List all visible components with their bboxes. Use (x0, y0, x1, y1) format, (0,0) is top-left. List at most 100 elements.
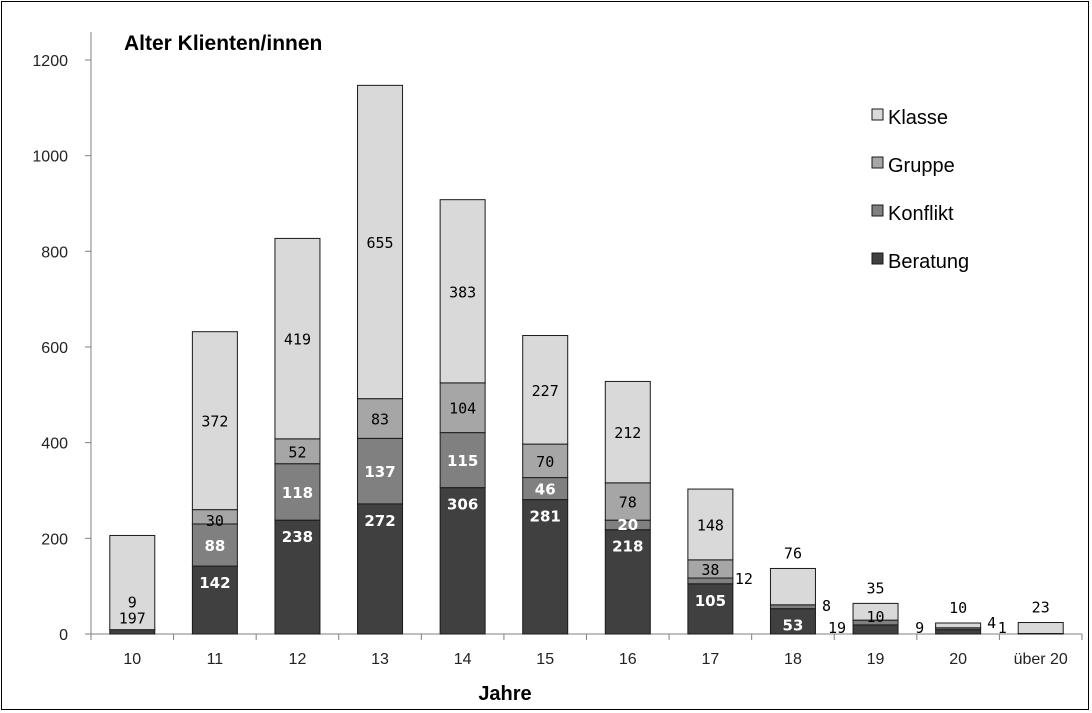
bar-beratung (935, 629, 982, 635)
bar-klasse (274, 237, 321, 440)
bar-gruppe (604, 482, 651, 521)
x-tick-label: 10 (123, 651, 141, 668)
data-label: 383 (449, 283, 476, 301)
bar-klasse (935, 622, 982, 629)
y-tick-label: 800 (41, 244, 68, 261)
data-label: 104 (449, 400, 476, 418)
x-tick-label: 19 (867, 651, 885, 668)
bar-beratung (522, 499, 569, 635)
x-tick-label: über 20 (1014, 651, 1068, 668)
bar-gruppe (439, 382, 486, 434)
bar-beratung (191, 565, 238, 635)
bar-beratung (357, 503, 404, 635)
data-label: 272 (364, 512, 395, 530)
bar-beratung (604, 529, 651, 635)
legend-swatch-klasse (871, 108, 884, 121)
data-label: 655 (366, 234, 393, 252)
legend-label-klasse: Klasse (888, 107, 948, 129)
bar-beratung (769, 608, 816, 635)
y-axis: 0 200 400 600 800 1000 1200 (32, 32, 92, 644)
y-tick-label: 400 (41, 436, 68, 453)
bar-klasse (357, 84, 404, 400)
x-tick-label: 20 (949, 651, 967, 668)
bar-klasse (191, 331, 238, 511)
bar-beratung (109, 629, 156, 635)
data-label: 238 (282, 528, 313, 546)
data-label: 306 (447, 496, 478, 514)
legend-label-gruppe: Gruppe (888, 155, 955, 177)
data-label: 8 (822, 597, 831, 615)
data-label: 12 (735, 570, 753, 588)
data-label: 212 (614, 424, 641, 442)
data-label: 76 (784, 544, 802, 562)
data-label: 372 (201, 413, 228, 431)
legend: Klasse Gruppe Konflikt Beratung (871, 107, 969, 273)
data-label: 281 (530, 508, 561, 526)
data-label: 53 (783, 617, 804, 635)
data-label: 78 (619, 494, 637, 512)
bar-beratung (852, 624, 899, 635)
bar-konflikt (439, 432, 486, 489)
data-label: 148 (697, 516, 724, 534)
legend-label-beratung: Beratung (888, 251, 969, 273)
bar-konflikt (274, 463, 321, 521)
bar-beratung (274, 519, 321, 635)
legend-label-konflikt: Konflikt (888, 203, 954, 225)
bar-klasse (604, 380, 651, 484)
chart-title: Alter Klienten/innen (124, 32, 322, 55)
bar-gruppe (522, 443, 569, 479)
data-label: 70 (536, 453, 554, 471)
data-label: 4 (987, 614, 996, 632)
bar-klasse (439, 199, 486, 384)
data-label: 83 (371, 411, 389, 429)
x-tick-label: 11 (207, 651, 224, 668)
data-label: 218 (612, 538, 643, 556)
x-tick-label: 12 (289, 651, 307, 668)
x-tick-label: 15 (536, 651, 554, 668)
data-label: 52 (288, 443, 306, 461)
data-label: 227 (532, 382, 559, 400)
data-label: 88 (204, 537, 225, 555)
data-label: 9 (128, 594, 137, 612)
bar-gruppe (357, 398, 404, 439)
bar-klasse (522, 335, 569, 445)
x-axis: 10 11 12 13 14 15 16 17 18 19 20 über 20 (90, 633, 1083, 668)
x-tick-label: 13 (371, 651, 389, 668)
data-label: 197 (119, 609, 146, 627)
data-label: 30 (206, 512, 224, 530)
data-label: 23 (1032, 599, 1050, 617)
data-label: 1 (998, 619, 1007, 637)
data-label: 10 (867, 608, 885, 626)
x-axis-label: Jahre (478, 683, 531, 705)
x-tick-label: 14 (454, 651, 472, 668)
y-tick-label: 1200 (32, 53, 68, 70)
x-tick-label: 18 (784, 651, 802, 668)
bar-klasse (769, 567, 816, 606)
data-label: 118 (282, 484, 313, 502)
y-tick-label: 0 (59, 627, 68, 644)
y-tick-label: 200 (41, 531, 68, 548)
bar-klasse (109, 534, 156, 631)
bar-klasse (852, 602, 899, 621)
data-label: 35 (867, 579, 885, 597)
bar-konflikt (357, 437, 404, 505)
y-tick-label: 600 (41, 340, 68, 357)
bar-klasse (1017, 622, 1064, 635)
bar-beratung (687, 583, 734, 635)
data-label: 105 (695, 592, 726, 610)
data-label: 46 (535, 481, 556, 499)
data-label: 142 (199, 574, 230, 592)
data-label: 20 (617, 516, 638, 534)
legend-swatch-beratung (871, 252, 884, 265)
data-label: 419 (284, 331, 311, 349)
data-label: 19 (828, 619, 846, 637)
data-label: 115 (447, 452, 478, 470)
data-label: 9 (915, 619, 924, 637)
bar-konflikt (191, 523, 238, 567)
data-label: 137 (364, 463, 395, 481)
bar-klasse (687, 488, 734, 561)
data-label: 38 (701, 561, 719, 579)
data-label: 10 (949, 599, 967, 617)
